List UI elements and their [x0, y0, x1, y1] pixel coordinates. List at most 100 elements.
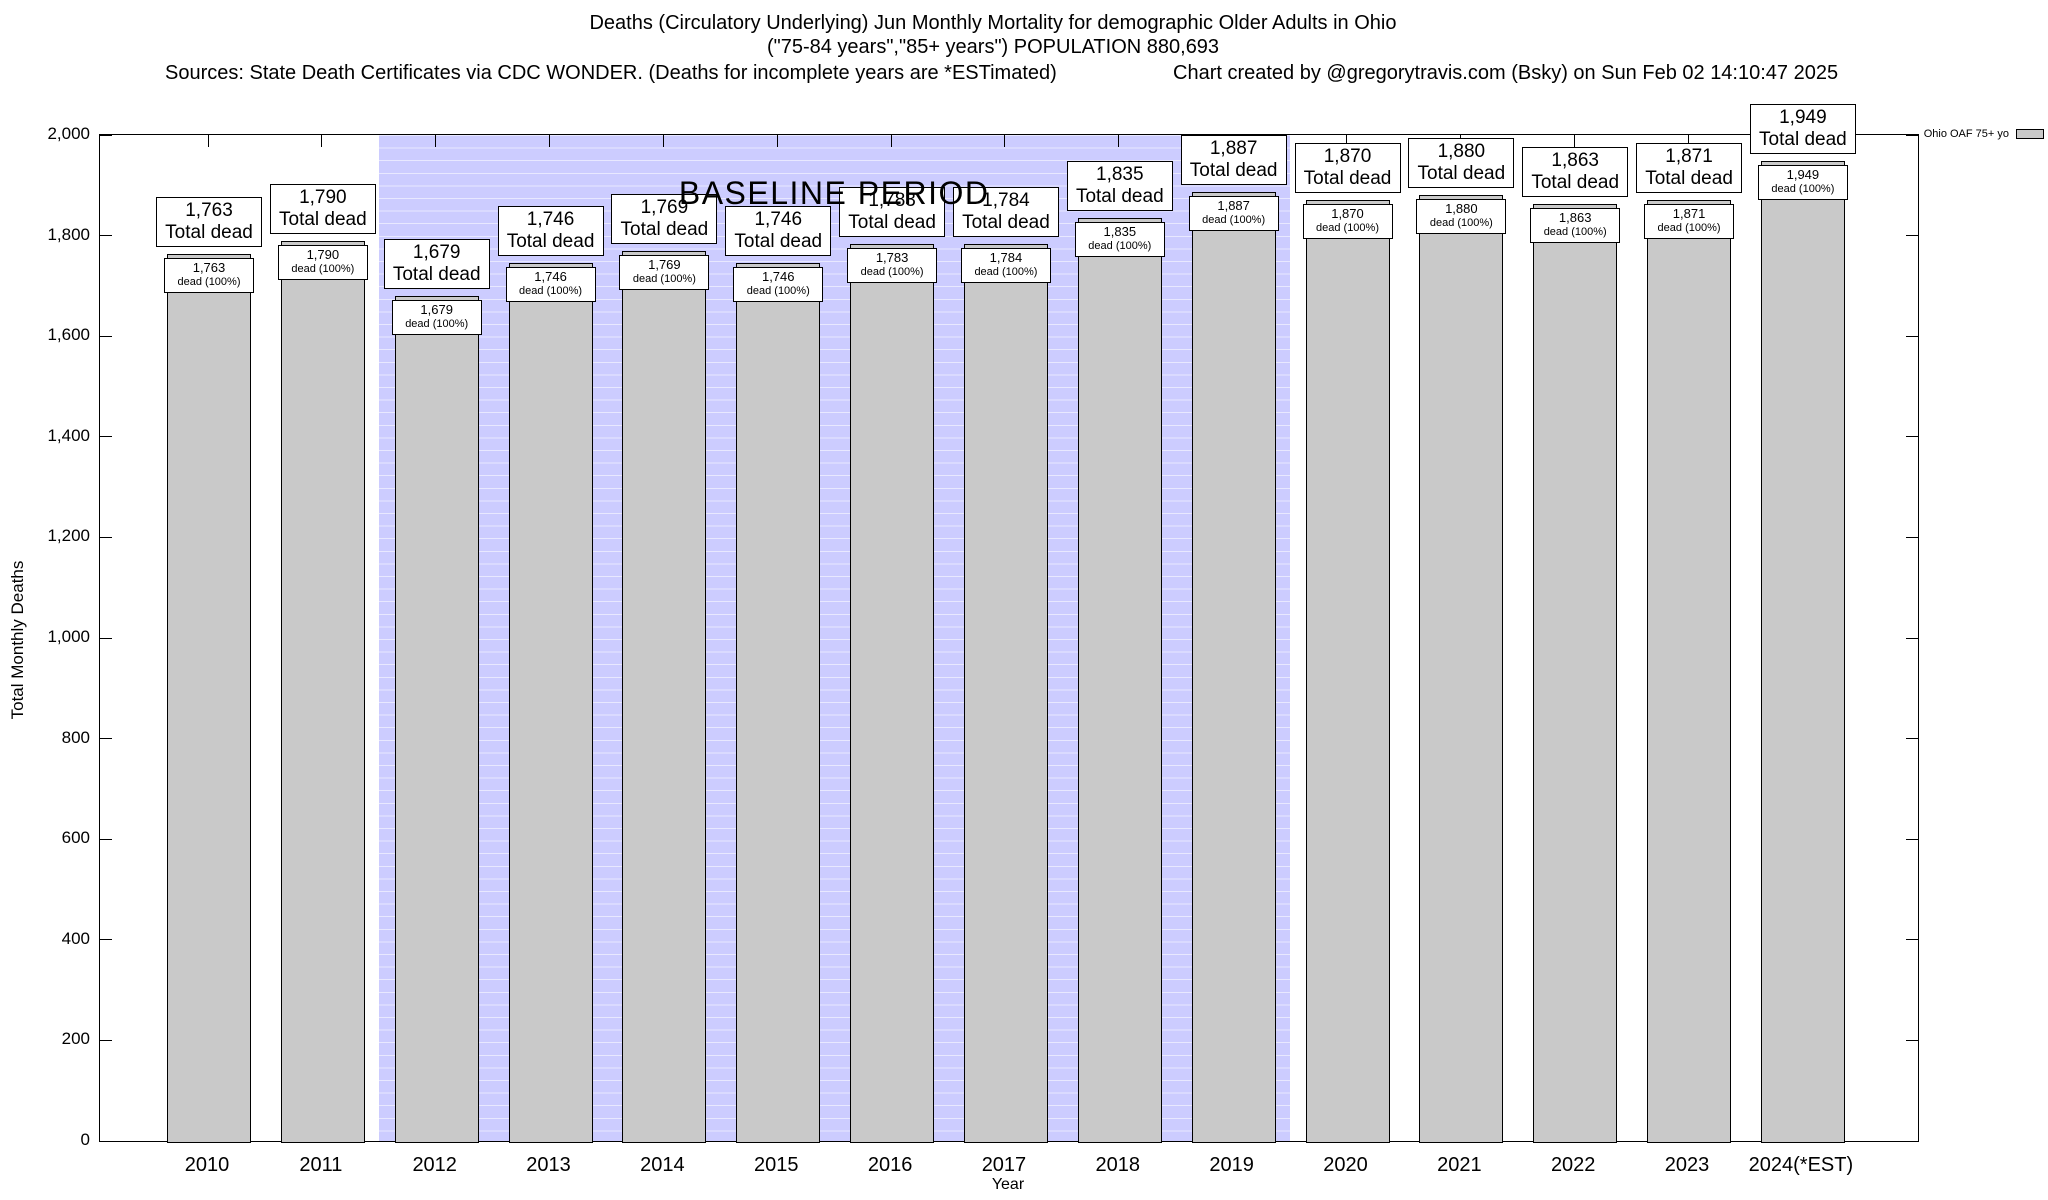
y-tick-right: [1906, 939, 1918, 941]
y-tick-label-1,800: 1,800: [47, 224, 90, 244]
x-tick-top-2020: [1346, 135, 1347, 147]
y-tick-label-1,400: 1,400: [47, 425, 90, 445]
total-dead-caption-2023: Total dead: [1645, 167, 1733, 189]
x-tick-label-2013: 2013: [526, 1154, 571, 1176]
x-tick-top-2010: [207, 135, 209, 147]
total-dead-value-2015: 1,746: [754, 208, 803, 230]
total-dead-label-2013: 1,746 Total dead: [497, 205, 604, 256]
dead-percent-label-2017: 1,784 dead (100%): [960, 247, 1051, 283]
x-tick-label-2017: 2017: [981, 1154, 1027, 1176]
bar-2014: [622, 251, 707, 1143]
total-dead-value-2021: 1,880: [1437, 141, 1486, 163]
dead-percent-value-2015: 1,746: [761, 268, 795, 284]
dead-percent-caption-2019: dead (100%): [1202, 213, 1266, 226]
y-tick-left: [100, 134, 112, 136]
dead-percent-caption-2023: dead (100%): [1657, 221, 1721, 234]
baseline-period-label: BASELINE PERIOD: [678, 175, 990, 211]
x-tick-label-2011: 2011: [299, 1154, 343, 1176]
y-tick-label-200: 200: [61, 1029, 90, 1049]
bar-2024(*EST): [1760, 160, 1845, 1143]
total-dead-caption-2021: Total dead: [1417, 163, 1506, 185]
y-tick-left: [100, 235, 112, 237]
bar-2013: [508, 262, 593, 1143]
bar-2019: [1191, 191, 1276, 1143]
x-tick-top-2022: [1573, 135, 1575, 147]
dead-percent-label-2016: 1,783 dead (100%): [847, 248, 938, 284]
dead-percent-label-2018: 1,835 dead (100%): [1074, 221, 1165, 257]
x-tick-top-2013: [549, 135, 551, 147]
x-tick-label-2024(*EST): 2024(*EST): [1748, 1154, 1854, 1176]
x-tick-label-2012: 2012: [412, 1154, 457, 1176]
y-tick-left: [100, 436, 112, 438]
total-dead-label-2012: 1,679 Total dead: [383, 239, 490, 290]
dead-percent-value-2022: 1,863: [1558, 209, 1592, 225]
bar-2022: [1533, 203, 1618, 1143]
y-tick-left: [100, 1039, 112, 1041]
x-tick-top-2014: [662, 135, 664, 147]
total-dead-caption-2024(*EST): Total dead: [1759, 128, 1847, 150]
bar-2023: [1647, 199, 1732, 1143]
dead-percent-caption-2017: dead (100%): [974, 265, 1038, 278]
x-tick-label-2014: 2014: [640, 1154, 685, 1176]
dead-percent-value-2020: 1,870: [1331, 206, 1364, 222]
dead-percent-caption-2014: dead (100%): [632, 273, 696, 286]
x-tick-top-2015: [776, 135, 778, 147]
total-dead-value-2022: 1,863: [1551, 149, 1599, 171]
bar-2018: [1077, 217, 1162, 1143]
dead-percent-value-2016: 1,783: [875, 250, 909, 266]
total-dead-value-2010: 1,763: [185, 200, 233, 222]
total-dead-caption-2020: Total dead: [1303, 168, 1392, 190]
legend: Ohio OAF 75+ yo: [1924, 128, 2044, 140]
y-tick-label-1,600: 1,600: [47, 325, 90, 345]
total-dead-caption-2011: Total dead: [279, 208, 367, 230]
y-tick-left: [100, 335, 112, 337]
total-dead-value-2024(*EST): 1,949: [1779, 106, 1827, 128]
dead-percent-caption-2010: dead (100%): [177, 276, 241, 289]
dead-percent-value-2010: 1,763: [192, 260, 226, 276]
total-dead-label-2024(*EST): 1,949 Total dead: [1749, 103, 1856, 154]
x-tick-label-2015: 2015: [754, 1154, 799, 1176]
dead-percent-label-2011: 1,790 dead (100%): [277, 244, 368, 280]
dead-percent-value-2019: 1,887: [1217, 197, 1250, 213]
y-tick-label-600: 600: [61, 828, 90, 848]
bar-2012: [394, 296, 479, 1143]
total-dead-caption-2016: Total dead: [848, 212, 936, 234]
y-tick-left: [100, 536, 112, 538]
total-dead-label-2023: 1,871 Total dead: [1636, 142, 1743, 193]
dead-percent-value-2018: 1,835: [1103, 223, 1137, 239]
dead-percent-label-2012: 1,679 dead (100%): [391, 300, 482, 336]
total-dead-value-2014: 1,769: [640, 197, 689, 219]
dead-percent-label-2020: 1,870 dead (100%): [1302, 204, 1393, 240]
bar-2021: [1419, 195, 1504, 1143]
dead-percent-value-2023: 1,871: [1672, 205, 1706, 221]
total-dead-caption-2010: Total dead: [165, 222, 253, 244]
dead-percent-label-2014: 1,769 dead (100%): [619, 255, 710, 291]
dead-percent-value-2017: 1,784: [989, 249, 1023, 265]
total-dead-caption-2017: Total dead: [962, 211, 1050, 233]
y-tick-left: [100, 1140, 112, 1142]
dead-percent-label-2015: 1,746 dead (100%): [733, 266, 824, 302]
total-dead-caption-2022: Total dead: [1531, 171, 1620, 193]
total-dead-value-2023: 1,871: [1665, 145, 1713, 167]
total-dead-label-2019: 1,887 Total dead: [1180, 134, 1287, 185]
bar-2015: [736, 262, 821, 1143]
dead-percent-label-2019: 1,887 dead (100%): [1188, 195, 1279, 231]
dead-percent-value-2013: 1,746: [534, 268, 567, 284]
x-tick-top-2016: [890, 135, 892, 147]
total-dead-caption-2014: Total dead: [620, 219, 709, 241]
total-dead-label-2016: 1,783 Total dead: [839, 187, 946, 238]
total-dead-label-2015: 1,746 Total dead: [725, 205, 832, 256]
bar-2010: [167, 254, 251, 1143]
total-dead-value-2020: 1,870: [1323, 146, 1372, 168]
x-tick-label-2010: 2010: [184, 1154, 230, 1176]
dead-percent-label-2023: 1,871 dead (100%): [1644, 203, 1735, 239]
y-tick-right: [1906, 235, 1918, 237]
dead-percent-label-2021: 1,880 dead (100%): [1416, 199, 1507, 235]
dead-percent-caption-2022: dead (100%): [1543, 225, 1607, 238]
dead-percent-caption-2012: dead (100%): [405, 318, 469, 331]
chart-title: Deaths (Circulatory Underlying) Jun Mont…: [589, 12, 1397, 34]
total-dead-caption-2015: Total dead: [734, 230, 823, 252]
total-dead-caption-2018: Total dead: [1075, 185, 1164, 207]
total-dead-value-2018: 1,835: [1096, 163, 1144, 185]
